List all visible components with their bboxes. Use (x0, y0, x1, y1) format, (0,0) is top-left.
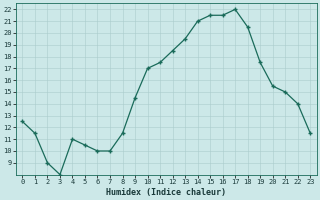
X-axis label: Humidex (Indice chaleur): Humidex (Indice chaleur) (106, 188, 226, 197)
